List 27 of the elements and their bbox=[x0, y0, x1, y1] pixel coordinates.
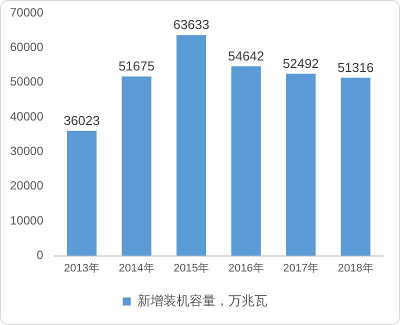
y-tick-label: 50000 bbox=[10, 74, 44, 89]
legend-label: 新增装机容量，万兆瓦 bbox=[137, 293, 268, 308]
data-label: 54642 bbox=[228, 48, 264, 64]
bar bbox=[176, 35, 206, 256]
data-label: 51675 bbox=[118, 58, 155, 74]
y-tick-label: 70000 bbox=[10, 5, 44, 20]
y-tick-label: 20000 bbox=[10, 178, 44, 193]
bar bbox=[231, 66, 261, 256]
y-tick-label: 60000 bbox=[10, 40, 44, 54]
x-tick-label: 2013年 bbox=[64, 262, 100, 274]
y-tick-label: 40000 bbox=[10, 109, 44, 124]
data-label: 36023 bbox=[64, 112, 100, 128]
data-label: 51316 bbox=[338, 60, 374, 75]
bar bbox=[122, 76, 152, 256]
bar bbox=[340, 78, 370, 256]
x-tick-label: 2018年 bbox=[338, 262, 374, 274]
y-tick-label: 30000 bbox=[10, 144, 44, 158]
bar bbox=[286, 74, 316, 256]
data-label: 52492 bbox=[282, 56, 319, 71]
x-tick-label: 2016年 bbox=[228, 262, 264, 274]
x-tick-label: 2015年 bbox=[174, 262, 210, 274]
bar bbox=[66, 130, 97, 256]
x-tick-label: 2017年 bbox=[283, 262, 319, 274]
y-tick-label: 10000 bbox=[10, 213, 44, 228]
x-tick-label: 2014年 bbox=[118, 262, 154, 274]
data-label: 63633 bbox=[173, 17, 210, 32]
y-tick-label: 0 bbox=[36, 248, 44, 262]
